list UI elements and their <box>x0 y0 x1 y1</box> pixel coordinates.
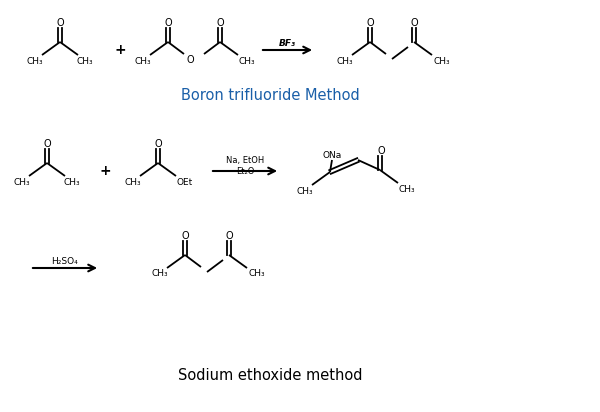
Text: O: O <box>43 139 51 149</box>
Text: H₂SO₄: H₂SO₄ <box>52 258 79 267</box>
Text: O: O <box>186 55 194 65</box>
Text: O: O <box>181 231 189 241</box>
Text: O: O <box>366 18 374 28</box>
Text: CH₃: CH₃ <box>152 269 169 279</box>
Text: Sodium ethoxide method: Sodium ethoxide method <box>178 368 362 382</box>
Text: BF₃: BF₃ <box>278 38 296 47</box>
Text: CH₃: CH₃ <box>239 56 256 66</box>
Text: OEt: OEt <box>177 178 193 187</box>
Text: CH₃: CH₃ <box>248 269 265 279</box>
Text: O: O <box>377 146 385 156</box>
Text: CH₃: CH₃ <box>64 178 80 187</box>
Text: CH₃: CH₃ <box>434 56 451 66</box>
Text: O: O <box>216 18 224 28</box>
Text: O: O <box>164 18 172 28</box>
Text: CH₃: CH₃ <box>125 178 142 187</box>
Text: CH₃: CH₃ <box>77 56 94 66</box>
Text: O: O <box>154 139 162 149</box>
Text: CH₃: CH₃ <box>398 185 415 194</box>
Text: CH₃: CH₃ <box>134 56 151 66</box>
Text: Et₂O: Et₂O <box>236 166 254 176</box>
Text: CH₃: CH₃ <box>14 178 31 187</box>
Text: Na, EtOH: Na, EtOH <box>226 155 264 164</box>
Text: +: + <box>99 164 111 178</box>
Text: +: + <box>114 43 126 57</box>
Text: Boron trifluoride Method: Boron trifluoride Method <box>181 87 359 103</box>
Text: CH₃: CH₃ <box>296 187 313 196</box>
Text: O: O <box>410 18 418 28</box>
Text: ONa: ONa <box>322 150 341 159</box>
Text: O: O <box>56 18 64 28</box>
Text: CH₃: CH₃ <box>26 56 43 66</box>
Text: O: O <box>225 231 233 241</box>
Text: CH₃: CH₃ <box>337 56 353 66</box>
